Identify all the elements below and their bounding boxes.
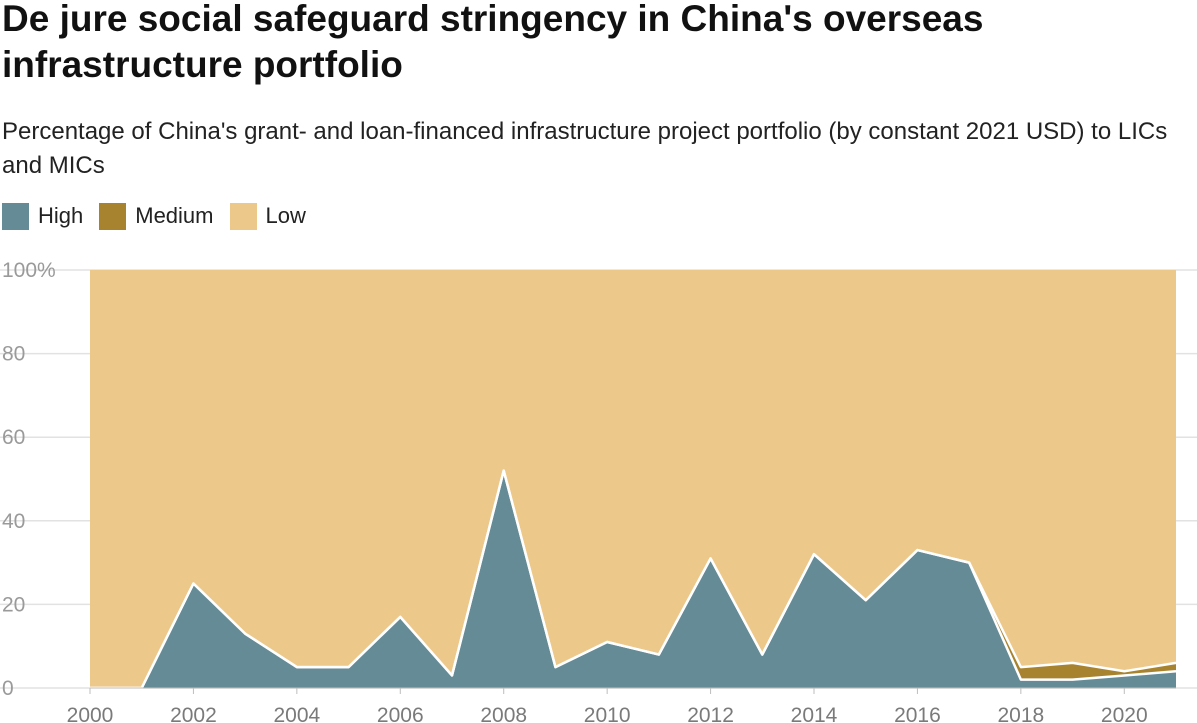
legend-swatch-medium bbox=[99, 202, 127, 230]
legend-item-low: Low bbox=[229, 202, 306, 230]
boundary-line-medium bbox=[90, 469, 1177, 690]
legend-item-high: High bbox=[2, 202, 84, 230]
x-tick-label-2000: 2000 bbox=[67, 704, 114, 723]
y-tick-label-80: 80 bbox=[2, 343, 25, 366]
legend-label-low: Low bbox=[265, 203, 306, 228]
x-tick-label-2012: 2012 bbox=[687, 704, 734, 723]
legend-label-medium: Medium bbox=[135, 203, 214, 228]
x-tick-label-2006: 2006 bbox=[377, 704, 424, 723]
x-tick-label-2004: 2004 bbox=[273, 704, 320, 723]
y-tick-label-40: 40 bbox=[2, 510, 25, 533]
chart-title: De jure social safeguard stringency in C… bbox=[2, 0, 984, 85]
legend-swatch-low bbox=[229, 202, 257, 230]
area-series bbox=[90, 270, 1177, 690]
axis-labels: 0 20 40 60 80 100% 2000 2002 2004 2006 2008 2010 201… bbox=[2, 259, 1176, 723]
legend-swatch-high bbox=[2, 202, 29, 230]
x-tick-label-2016: 2016 bbox=[894, 704, 941, 723]
legend-label-high: High bbox=[38, 203, 84, 228]
legend-item-medium: Medium bbox=[99, 202, 214, 230]
y-tick-label-100: 100% bbox=[2, 259, 56, 282]
area-medium bbox=[90, 470, 1176, 688]
area-high bbox=[90, 470, 1176, 688]
x-tick-label-2002: 2002 bbox=[170, 704, 217, 723]
legend: High Medium Low bbox=[2, 201, 322, 231]
x-tick-label-2014: 2014 bbox=[791, 704, 838, 723]
y-tick-label-60: 60 bbox=[2, 426, 25, 449]
area-low bbox=[90, 270, 1176, 688]
y-tick-label-0: 0 bbox=[2, 677, 14, 700]
x-tick-label-2010: 2010 bbox=[584, 704, 631, 723]
x-tick-label-2018: 2018 bbox=[997, 704, 1044, 723]
x-tick-label-2020: 2020 bbox=[1101, 704, 1148, 723]
y-tick-label-20: 20 bbox=[2, 593, 25, 616]
chart-subtitle: Percentage of China's grant- and loan-fi… bbox=[2, 118, 1168, 179]
x-tick-label-2008: 2008 bbox=[480, 704, 527, 723]
